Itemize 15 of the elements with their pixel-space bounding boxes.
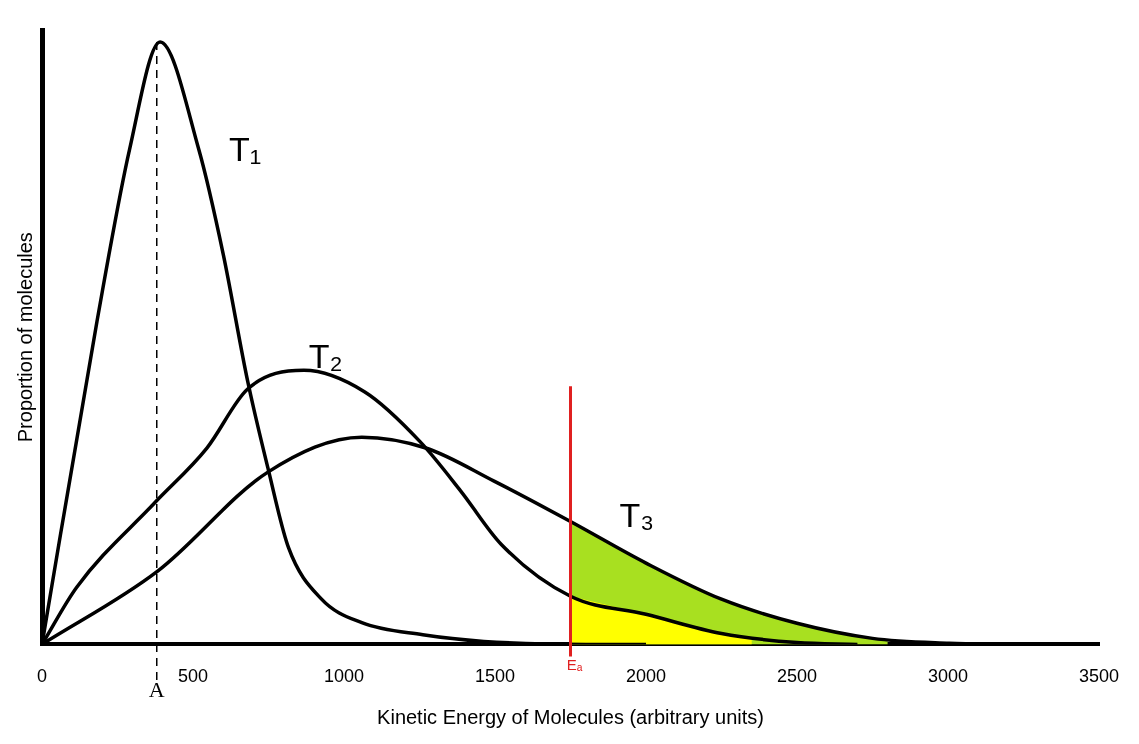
x-tick-label: 500 (177, 666, 209, 687)
x-axis-title: Kinetic Energy of Molecules (arbitrary units) (377, 705, 764, 728)
x-tick-label: 0 (36, 666, 48, 687)
x-tick-label: 1500 (474, 666, 516, 687)
x-tick-label: 1000 (323, 666, 365, 687)
ref-line-label: Eₐ (566, 656, 583, 674)
x-tick-label: 2000 (625, 666, 667, 687)
y-axis-title: Proportion of molecules (13, 232, 36, 443)
x-tick-label: 2500 (776, 666, 818, 687)
x-tick-label: 3500 (1078, 666, 1120, 687)
ref-line-label: A (148, 677, 165, 703)
series-label: T₂ (308, 336, 343, 375)
x-tick-label: 3000 (927, 666, 969, 687)
series-label: T₃ (619, 495, 655, 534)
series-label: T₁ (228, 130, 262, 169)
